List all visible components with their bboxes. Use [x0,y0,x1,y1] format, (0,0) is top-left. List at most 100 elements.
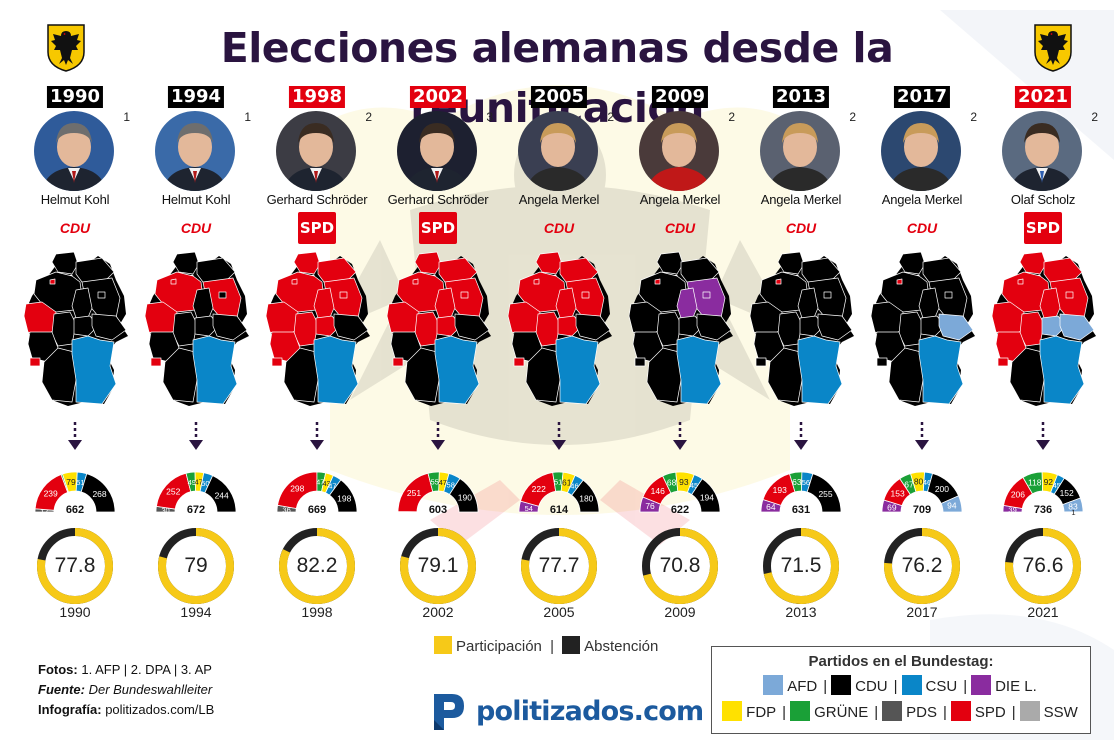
map-region-sh [414,251,442,275]
germany-map [867,250,979,410]
seat-total: 736 [1034,504,1052,516]
seat-total: 662 [66,504,84,516]
party-legend-item: AFD [763,675,817,695]
photos-credit: 1. AFP | 2. DPA | 3. AP [81,662,212,677]
map-region-sn [333,313,369,341]
map-region-be [460,291,469,299]
seat-label: 46 [923,478,931,487]
germany-map [262,250,374,410]
photos-label: Fotos: [38,662,78,677]
party-swatch [831,675,852,695]
turnout-value: 76.6 [1022,554,1064,577]
party-legend-item: SSW [1019,701,1078,721]
turnout-value: 77.8 [54,554,96,577]
photo-credit-number: 1 [123,110,130,124]
seat-distribution-chart: 39 206 118 92 45 152 83 1 736 [984,452,1102,517]
seat-label: 68 [667,478,677,488]
map-region-be [823,291,832,299]
turnout-value: 79.1 [417,554,459,577]
seat-label: 49 [188,478,196,487]
map-region-by [434,335,480,405]
seat-label: 268 [92,489,106,499]
map-region-hb [291,278,298,285]
map-region-sh [1019,251,1047,275]
map-region-sl [876,357,888,367]
brand-name: politizados.com [476,696,704,727]
chancellor-photo [881,111,961,191]
seat-label: 193 [773,485,787,495]
seat-distribution-chart: 30 252 49 47 50 244 672 [137,452,255,516]
party-swatch [971,675,992,695]
map-region-hb [654,278,661,285]
map-region-sl [513,357,525,367]
seat-total: 669 [308,504,326,516]
turnout-value: 70.8 [659,554,701,577]
seat-label: 239 [44,489,58,499]
party-logo-cdu: CDU [664,220,696,236]
seat-total: 709 [913,504,931,516]
turnout-legend: Participación | Abstención [434,636,694,658]
seat-label: 251 [407,488,421,498]
turnout-donut [277,526,357,606]
seat-total: 672 [187,504,205,516]
seat-segment-cdu [204,475,237,513]
seat-label: 43 [322,479,330,488]
seat-label: 36 [282,505,290,514]
turnout-year: 2009 [664,604,696,620]
down-arrow-icon [1034,422,1052,452]
seat-distribution-chart: 2 251 55 47 58 190 603 [379,452,497,517]
turnout-value: 71.5 [780,554,822,577]
turnout-donut [398,526,478,606]
map-region-bw [41,347,77,403]
map-region-sn [696,313,732,341]
germany-map [383,250,495,410]
graphic-label: Infografía: [38,702,102,717]
germany-map [141,250,253,410]
party-swatch [722,701,743,721]
map-region-sl [392,357,404,367]
map-region-sl [634,357,646,367]
map-region-hb [412,278,419,285]
graphic-credit: politizados.com/LB [105,702,215,717]
seat-label: 252 [166,487,180,497]
map-region-sl [997,357,1009,367]
election-year-badge: 1998 [288,86,346,108]
seat-label: 61 [562,478,572,488]
party-legend-item: FDP [722,701,776,721]
party-logo-spd: SPD [419,212,457,244]
party-logo-cdu: CDU [906,220,938,236]
map-region-sl [755,357,767,367]
seat-label: 30 [161,506,169,515]
party-legend-item: GRÜNE [790,701,869,721]
seat-label: 47 [316,478,324,487]
seat-label: 47 [194,478,202,487]
down-arrow-icon [187,422,205,452]
turnout-value: 79 [184,554,208,577]
turnout-donut [1003,526,1083,606]
chancellor-name: Angela Merkel [639,192,721,207]
map-region-sn [1059,313,1095,341]
turnout-year: 2017 [906,604,938,620]
map-region-sn [817,313,853,341]
map-region-hb [1017,278,1024,285]
seat-label: 80 [914,477,924,487]
party-name: GRÜNE [814,704,869,721]
photo-credit-number: 2 [365,110,372,124]
credits: Fotos: 1. AFP | 2. DPA | 3. AP Fuente: D… [38,660,214,720]
map-region-sh [898,251,926,275]
down-arrow-icon [429,422,447,452]
map-region-sh [293,251,321,275]
map-region-sh [172,251,200,275]
election-year-badge: 2005 [530,86,588,108]
seat-label: 47 [328,482,336,491]
party-swatch [882,701,903,721]
map-region-be [581,291,590,299]
chancellor-photo [397,111,477,191]
photo-credit-number: 1 [244,110,251,124]
seat-distribution-chart: 54 222 51 61 46 180 614 [500,452,618,516]
seat-label: 206 [1011,490,1025,500]
election-column-2002: 2002 3 Gerhard Schröder SPD 2 251 55 47 58 190 603… [379,86,497,626]
seat-segment-cdu [448,478,479,513]
participation-arc [37,528,113,604]
election-column-2013: 2013 2 Angela Merkel CDU 64 193 63 56 255 631 71.5… [742,86,860,626]
